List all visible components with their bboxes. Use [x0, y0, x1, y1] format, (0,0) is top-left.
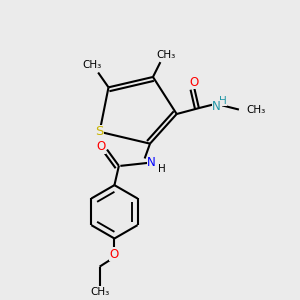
Text: CH₃: CH₃: [90, 287, 109, 297]
Text: O: O: [190, 76, 199, 89]
Text: CH₃: CH₃: [82, 60, 102, 70]
Text: H: H: [219, 96, 226, 106]
Text: O: O: [96, 140, 105, 153]
Text: N: N: [212, 100, 221, 113]
Text: H: H: [158, 164, 166, 174]
Text: N: N: [147, 156, 156, 170]
Text: O: O: [110, 248, 119, 261]
Text: CH₃: CH₃: [246, 105, 266, 115]
Text: S: S: [95, 125, 104, 138]
Text: CH₃: CH₃: [157, 50, 176, 60]
